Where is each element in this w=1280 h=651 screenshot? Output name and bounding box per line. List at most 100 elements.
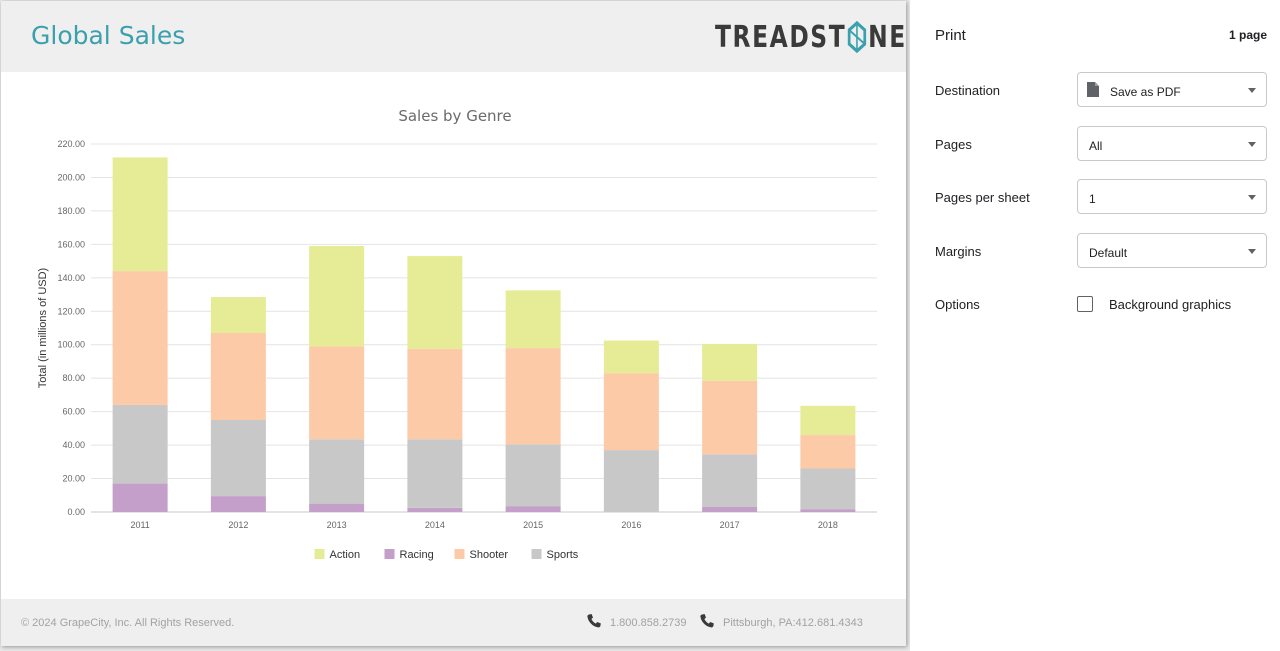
margins-label: Margins: [935, 244, 982, 259]
background-graphics-checkbox[interactable]: [1077, 296, 1093, 312]
legend-swatch: [531, 549, 542, 559]
y-tick-label: 140.00: [57, 273, 85, 283]
bar-shooter: [800, 435, 856, 469]
bar-racing: [407, 507, 463, 512]
report-page: Global Sales TREADST NE Sales by Genre T…: [1, 1, 906, 646]
chart-title: Sales by Genre: [398, 107, 511, 125]
y-tick-label: 100.00: [57, 340, 85, 350]
bar-racing: [702, 506, 758, 512]
y-tick-label: 0.00: [67, 507, 85, 517]
grid-lines: [91, 143, 877, 513]
bar-action: [112, 157, 168, 272]
bar-action: [603, 340, 659, 374]
bar-action: [210, 297, 266, 334]
bar-racing: [112, 483, 168, 512]
margins-select[interactable]: Default: [1077, 233, 1267, 268]
pages-value: All: [1089, 139, 1103, 153]
y-tick-labels: 0.00 20.00 40.00 60.00 80.00 100.00 120.00 140.…: [57, 139, 85, 517]
bar-action: [505, 290, 561, 349]
background-graphics-label[interactable]: Background graphics: [1109, 297, 1232, 312]
x-tick-label: 2013: [327, 520, 347, 530]
bar-sports: [309, 439, 365, 504]
bar-sports: [603, 450, 659, 512]
pages-select[interactable]: All: [1077, 126, 1267, 161]
report-header: Global Sales TREADST NE: [1, 1, 906, 72]
report-title: Global Sales: [31, 21, 186, 50]
y-tick-label: 40.00: [62, 440, 85, 450]
bar-shooter: [309, 346, 365, 440]
legend-swatch: [314, 549, 325, 559]
bar-shooter: [505, 348, 561, 445]
phone-icon: [587, 614, 601, 628]
sales-by-genre-chart: Sales by Genre Total (in millions of USD…: [37, 107, 877, 561]
y-tick-label: 160.00: [57, 239, 85, 249]
chevron-down-icon: [1248, 142, 1256, 147]
copyright-text: © 2024 GrapeCity, Inc. All Rights Reserv…: [21, 617, 235, 629]
x-tick-labels: 2011 2012 2013 2014 2015 2016 2017 2018: [130, 520, 837, 530]
bar-action: [309, 246, 365, 347]
legend-label: Sports: [547, 549, 579, 561]
bar-shooter: [702, 380, 758, 455]
options-label: Options: [935, 297, 980, 312]
y-tick-label: 20.00: [62, 474, 85, 484]
logo-gem-icon: [847, 21, 867, 53]
x-tick-label: 2011: [130, 520, 149, 530]
pages-per-sheet-value: 1: [1089, 192, 1096, 206]
bar-shooter: [603, 373, 659, 451]
margins-value: Default: [1089, 246, 1128, 260]
bar-shooter: [407, 348, 463, 440]
page-count: 1 page: [1228, 28, 1267, 42]
x-tick-label: 2017: [720, 520, 740, 530]
chevron-down-icon: [1248, 195, 1256, 200]
y-tick-label: 200.00: [57, 172, 85, 182]
print-settings-panel: Print 1 page Destination Save as PDF Pag…: [910, 0, 1280, 651]
bar-sports: [702, 454, 758, 507]
location-text: Pittsburgh, PA:412.681.4343: [723, 617, 863, 629]
bar-shooter: [210, 333, 266, 420]
chart-legend: Action Racing Shooter Sports: [314, 549, 579, 561]
y-tick-label: 120.00: [57, 306, 85, 316]
treadstone-logo: TREADST NE: [715, 19, 906, 55]
chevron-down-icon: [1248, 88, 1256, 93]
bar-racing: [505, 506, 561, 512]
legend-label: Racing: [400, 549, 434, 561]
bar-sports: [407, 439, 463, 508]
phone-icon: [700, 614, 714, 628]
y-tick-label: 80.00: [62, 373, 85, 383]
bar-shooter: [112, 271, 168, 405]
document-icon: [1087, 82, 1099, 97]
legend-label: Shooter: [470, 549, 509, 561]
bar-sports: [505, 444, 561, 507]
logo-text-right: NE: [868, 19, 906, 55]
x-tick-label: 2016: [621, 520, 641, 530]
x-tick-label: 2014: [425, 520, 445, 530]
bar-sports: [210, 420, 266, 497]
pages-per-sheet-select[interactable]: 1: [1077, 179, 1267, 214]
x-tick-label: 2012: [228, 520, 248, 530]
print-preview-area: Global Sales TREADST NE Sales by Genre T…: [0, 0, 910, 651]
phone-number: 1.800.858.2739: [610, 617, 687, 629]
x-tick-label: 2015: [523, 520, 543, 530]
destination-value: Save as PDF: [1110, 85, 1181, 99]
bar-racing: [800, 509, 856, 512]
bar-action: [702, 343, 758, 381]
report-footer: © 2024 GrapeCity, Inc. All Rights Reserv…: [1, 599, 906, 646]
legend-swatch: [454, 549, 465, 559]
bar-racing: [210, 496, 266, 512]
y-tick-label: 60.00: [62, 407, 85, 417]
pages-label: Pages: [935, 137, 972, 152]
y-tick-label: 180.00: [57, 206, 85, 216]
destination-label: Destination: [935, 83, 1001, 98]
y-tick-label: 220.00: [57, 139, 85, 149]
bar-action: [407, 256, 463, 349]
legend-label: Action: [330, 549, 361, 561]
destination-select[interactable]: Save as PDF: [1077, 72, 1267, 107]
y-axis-label: Total (in millions of USD): [37, 268, 49, 388]
bar-action: [800, 405, 856, 436]
bar-sports: [800, 468, 856, 510]
chevron-down-icon: [1248, 249, 1256, 254]
pages-per-sheet-label: Pages per sheet: [935, 190, 1030, 205]
print-title: Print: [935, 27, 966, 44]
bar-sports: [112, 404, 168, 484]
x-tick-label: 2018: [818, 520, 838, 530]
